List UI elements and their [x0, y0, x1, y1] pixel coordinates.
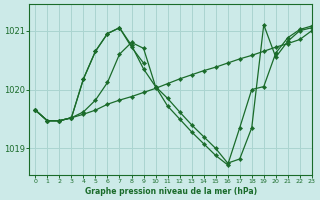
X-axis label: Graphe pression niveau de la mer (hPa): Graphe pression niveau de la mer (hPa)	[84, 187, 257, 196]
